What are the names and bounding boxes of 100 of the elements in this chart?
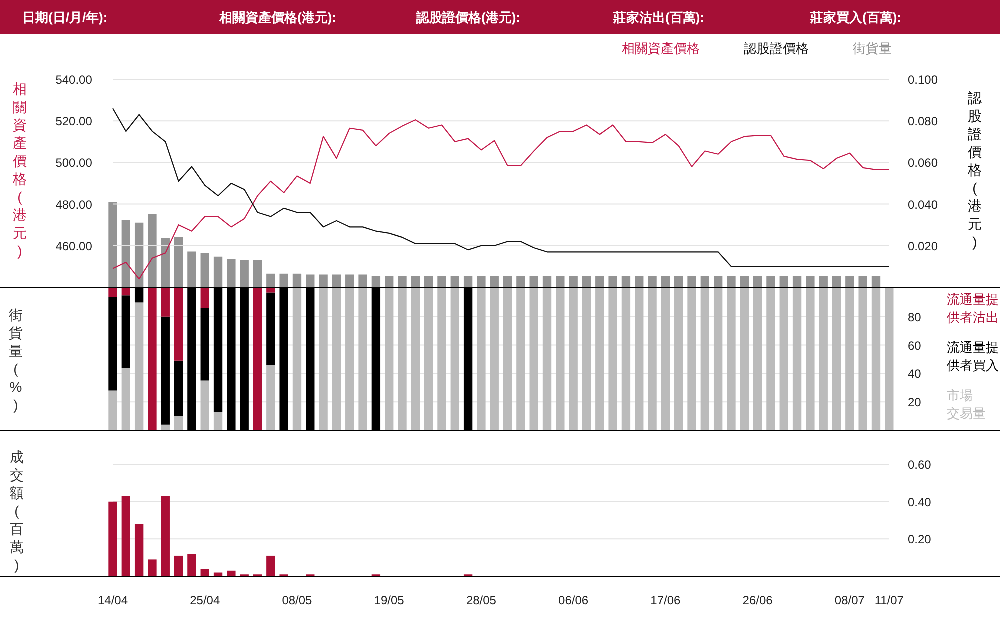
y-tick-label: 500.00: [56, 156, 93, 170]
text: 莊家買入(百萬):: [810, 10, 902, 25]
bar: [740, 276, 749, 288]
bar: [674, 276, 684, 288]
y2-tick-label: 0.020: [908, 239, 938, 254]
bar: [661, 288, 670, 430]
bar: [122, 496, 130, 576]
bar: [411, 276, 420, 288]
bar: [542, 276, 552, 288]
bar: [714, 288, 723, 430]
bar: [516, 276, 526, 288]
bar: [200, 380, 210, 430]
bar: [503, 288, 512, 430]
x-tick-label: 25/04: [190, 594, 220, 608]
y-tick-label: 0.20: [908, 532, 932, 547]
y-tick-label: 0.60: [908, 458, 932, 472]
bar: [792, 276, 802, 288]
y2-tick-label: 0.060: [908, 156, 938, 170]
bar: [200, 288, 210, 308]
bar: [122, 368, 130, 430]
bar: [450, 288, 460, 430]
bar: [161, 316, 170, 425]
bar: [648, 288, 657, 430]
bar: [766, 276, 776, 288]
text: 認股證價格(港元): [968, 90, 982, 250]
x-tick-label: 08/07: [834, 594, 866, 608]
bar: [358, 288, 368, 430]
bar: [753, 276, 762, 288]
bar: [424, 276, 434, 288]
x-tick-label: 28/05: [466, 594, 497, 608]
bar: [635, 288, 644, 430]
text: 莊家沽出(百萬):: [612, 10, 704, 25]
bar: [174, 556, 184, 576]
bar: [319, 274, 328, 288]
bar: [438, 288, 446, 430]
bar: [753, 288, 762, 430]
bar: [542, 288, 552, 430]
x-tick-label: 17/06: [650, 594, 682, 608]
bar: [780, 276, 788, 288]
bar: [648, 276, 657, 288]
x-tick-label: 26/06: [742, 594, 774, 608]
y-tick-label: 40: [908, 367, 922, 382]
y-tick-label: 60: [908, 338, 922, 353]
bar: [332, 288, 342, 430]
bar: [792, 288, 802, 430]
bar: [477, 288, 486, 430]
y2-tick-label: 0.080: [908, 114, 938, 129]
bar: [556, 288, 565, 430]
x-tick-label: 11/07: [874, 594, 904, 608]
bar: [266, 292, 276, 366]
bar: [398, 288, 407, 430]
bar: [174, 416, 184, 430]
bar: [214, 256, 223, 288]
bar: [608, 276, 618, 288]
bar: [477, 276, 486, 288]
bar: [740, 288, 749, 430]
bar: [174, 288, 184, 361]
text: 相關資產價格(港元): [13, 81, 27, 259]
bar: [266, 288, 276, 293]
bar: [819, 288, 828, 430]
bar: [227, 259, 236, 288]
bar: [134, 524, 144, 576]
text: 街貨量: [852, 40, 892, 58]
bar: [411, 288, 420, 430]
bar: [122, 296, 130, 368]
text: 認股證價格(港元):: [416, 10, 520, 25]
bar: [872, 276, 881, 288]
x-tick-label: 19/05: [374, 594, 405, 608]
x-tick-label: 06/06: [558, 594, 589, 608]
bar: [596, 276, 604, 288]
bar: [319, 288, 328, 430]
bar: [188, 554, 196, 576]
bar: [372, 276, 381, 288]
bar: [464, 276, 473, 288]
x-tick-label: 08/05: [282, 594, 313, 608]
y-tick-label: 540.00: [56, 73, 93, 87]
y-tick-label: 80: [908, 310, 922, 324]
y-tick-label: 520.00: [56, 114, 93, 129]
bar: [490, 276, 499, 288]
bar: [227, 570, 236, 576]
text: 流通量提供者沽出: [946, 291, 999, 328]
bar: [806, 276, 815, 288]
bar: [780, 288, 788, 430]
bar: [688, 288, 696, 430]
bar: [490, 288, 499, 430]
bar: [766, 288, 776, 430]
bar: [622, 288, 631, 430]
bar: [727, 288, 736, 430]
bar: [108, 297, 118, 391]
y-tick-label: 480.00: [56, 198, 93, 212]
bar: [832, 276, 842, 288]
text: 流通量提供者買入: [946, 339, 999, 376]
bar: [292, 288, 302, 430]
y-tick-label: 460.00: [56, 239, 93, 254]
bar: [280, 274, 288, 288]
bar: [253, 288, 262, 430]
text: 認股證價格: [744, 40, 809, 58]
bar: [108, 502, 118, 576]
bar: [385, 288, 394, 430]
y2-tick-label: 0.100: [908, 73, 938, 87]
